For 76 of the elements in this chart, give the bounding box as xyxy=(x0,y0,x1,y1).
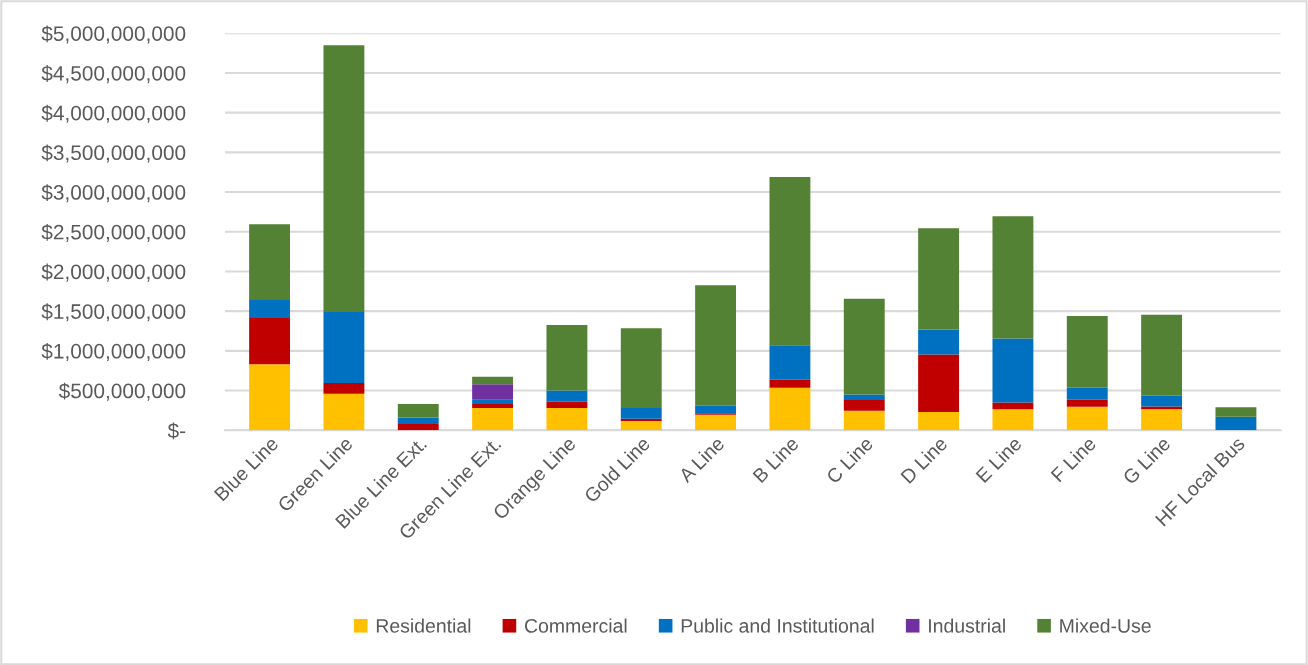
y-tick-label: $5,000,000,000 xyxy=(41,25,186,44)
legend-label: Mixed-Use xyxy=(1060,618,1151,633)
bar xyxy=(249,317,291,365)
bar xyxy=(249,364,291,431)
x-tick-label: D Line xyxy=(899,435,949,484)
bar xyxy=(1215,416,1257,431)
legend-label: Industrial xyxy=(929,618,1005,633)
bar xyxy=(546,408,588,431)
x-tick-label: B Line xyxy=(752,435,800,484)
y-tick-label: $1,500,000,000 xyxy=(41,303,186,322)
bar xyxy=(695,285,737,406)
y-tick-label: $2,000,000,000 xyxy=(41,263,186,282)
bar xyxy=(1141,406,1183,410)
bar xyxy=(769,379,811,388)
bar xyxy=(769,176,811,346)
x-tick-label: E Line xyxy=(975,435,1023,484)
bar xyxy=(620,408,662,419)
y-tick-label: $2,500,000,000 xyxy=(41,223,186,242)
y-tick-label: $4,500,000,000 xyxy=(41,65,186,84)
y-tick-label: $3,500,000,000 xyxy=(41,144,186,163)
x-tick-label: A Line xyxy=(677,435,726,484)
bar xyxy=(843,298,885,395)
bar xyxy=(249,224,291,301)
bar xyxy=(843,400,885,411)
bar xyxy=(546,325,588,391)
bar xyxy=(769,387,811,431)
bar xyxy=(323,45,365,312)
y-tick-label: $- xyxy=(167,422,186,440)
bar xyxy=(843,410,885,431)
bar xyxy=(1066,406,1108,431)
bar xyxy=(1066,315,1108,388)
bar xyxy=(992,409,1034,431)
bar xyxy=(843,394,885,401)
bar xyxy=(472,408,514,431)
bar xyxy=(1215,407,1257,417)
bar xyxy=(918,411,960,431)
y-tick-label: $3,000,000,000 xyxy=(41,184,186,203)
bar xyxy=(620,421,662,431)
y-tick-label: $500,000,000 xyxy=(58,382,186,401)
bar xyxy=(1066,387,1108,400)
bar xyxy=(918,228,960,330)
bar xyxy=(397,417,439,424)
y-tick-label: $1,000,000,000 xyxy=(41,342,186,362)
legend-label: Public and Institutional xyxy=(681,618,874,633)
bar xyxy=(992,338,1034,403)
bar xyxy=(397,404,439,418)
bar xyxy=(323,311,365,384)
bar xyxy=(472,399,514,405)
bar xyxy=(1141,395,1183,407)
bar xyxy=(472,404,514,409)
bar xyxy=(620,328,662,409)
bar xyxy=(1066,399,1108,407)
bar xyxy=(769,345,811,380)
bar xyxy=(695,405,737,414)
bar xyxy=(472,376,514,385)
bar xyxy=(918,354,960,412)
x-tick-label: F Line xyxy=(1050,435,1097,483)
bar xyxy=(546,401,588,409)
bar xyxy=(1141,409,1183,431)
bar xyxy=(1141,314,1183,396)
y-tick-label: $4,000,000,000 xyxy=(41,104,186,123)
x-tick-label: C Line xyxy=(825,435,874,485)
bar xyxy=(695,414,737,431)
bar xyxy=(472,384,514,400)
bar xyxy=(249,300,291,318)
x-tick-label: G Line xyxy=(1121,435,1172,486)
bar xyxy=(323,393,365,431)
bar xyxy=(397,423,439,431)
bar xyxy=(992,216,1034,339)
bar xyxy=(546,390,588,402)
bar xyxy=(323,383,365,394)
bar xyxy=(992,402,1034,410)
bar xyxy=(918,329,960,355)
x-tick-label: Blue Line xyxy=(213,435,280,502)
legend-label: Commercial xyxy=(524,618,627,633)
legend-label: Residential xyxy=(376,618,471,633)
